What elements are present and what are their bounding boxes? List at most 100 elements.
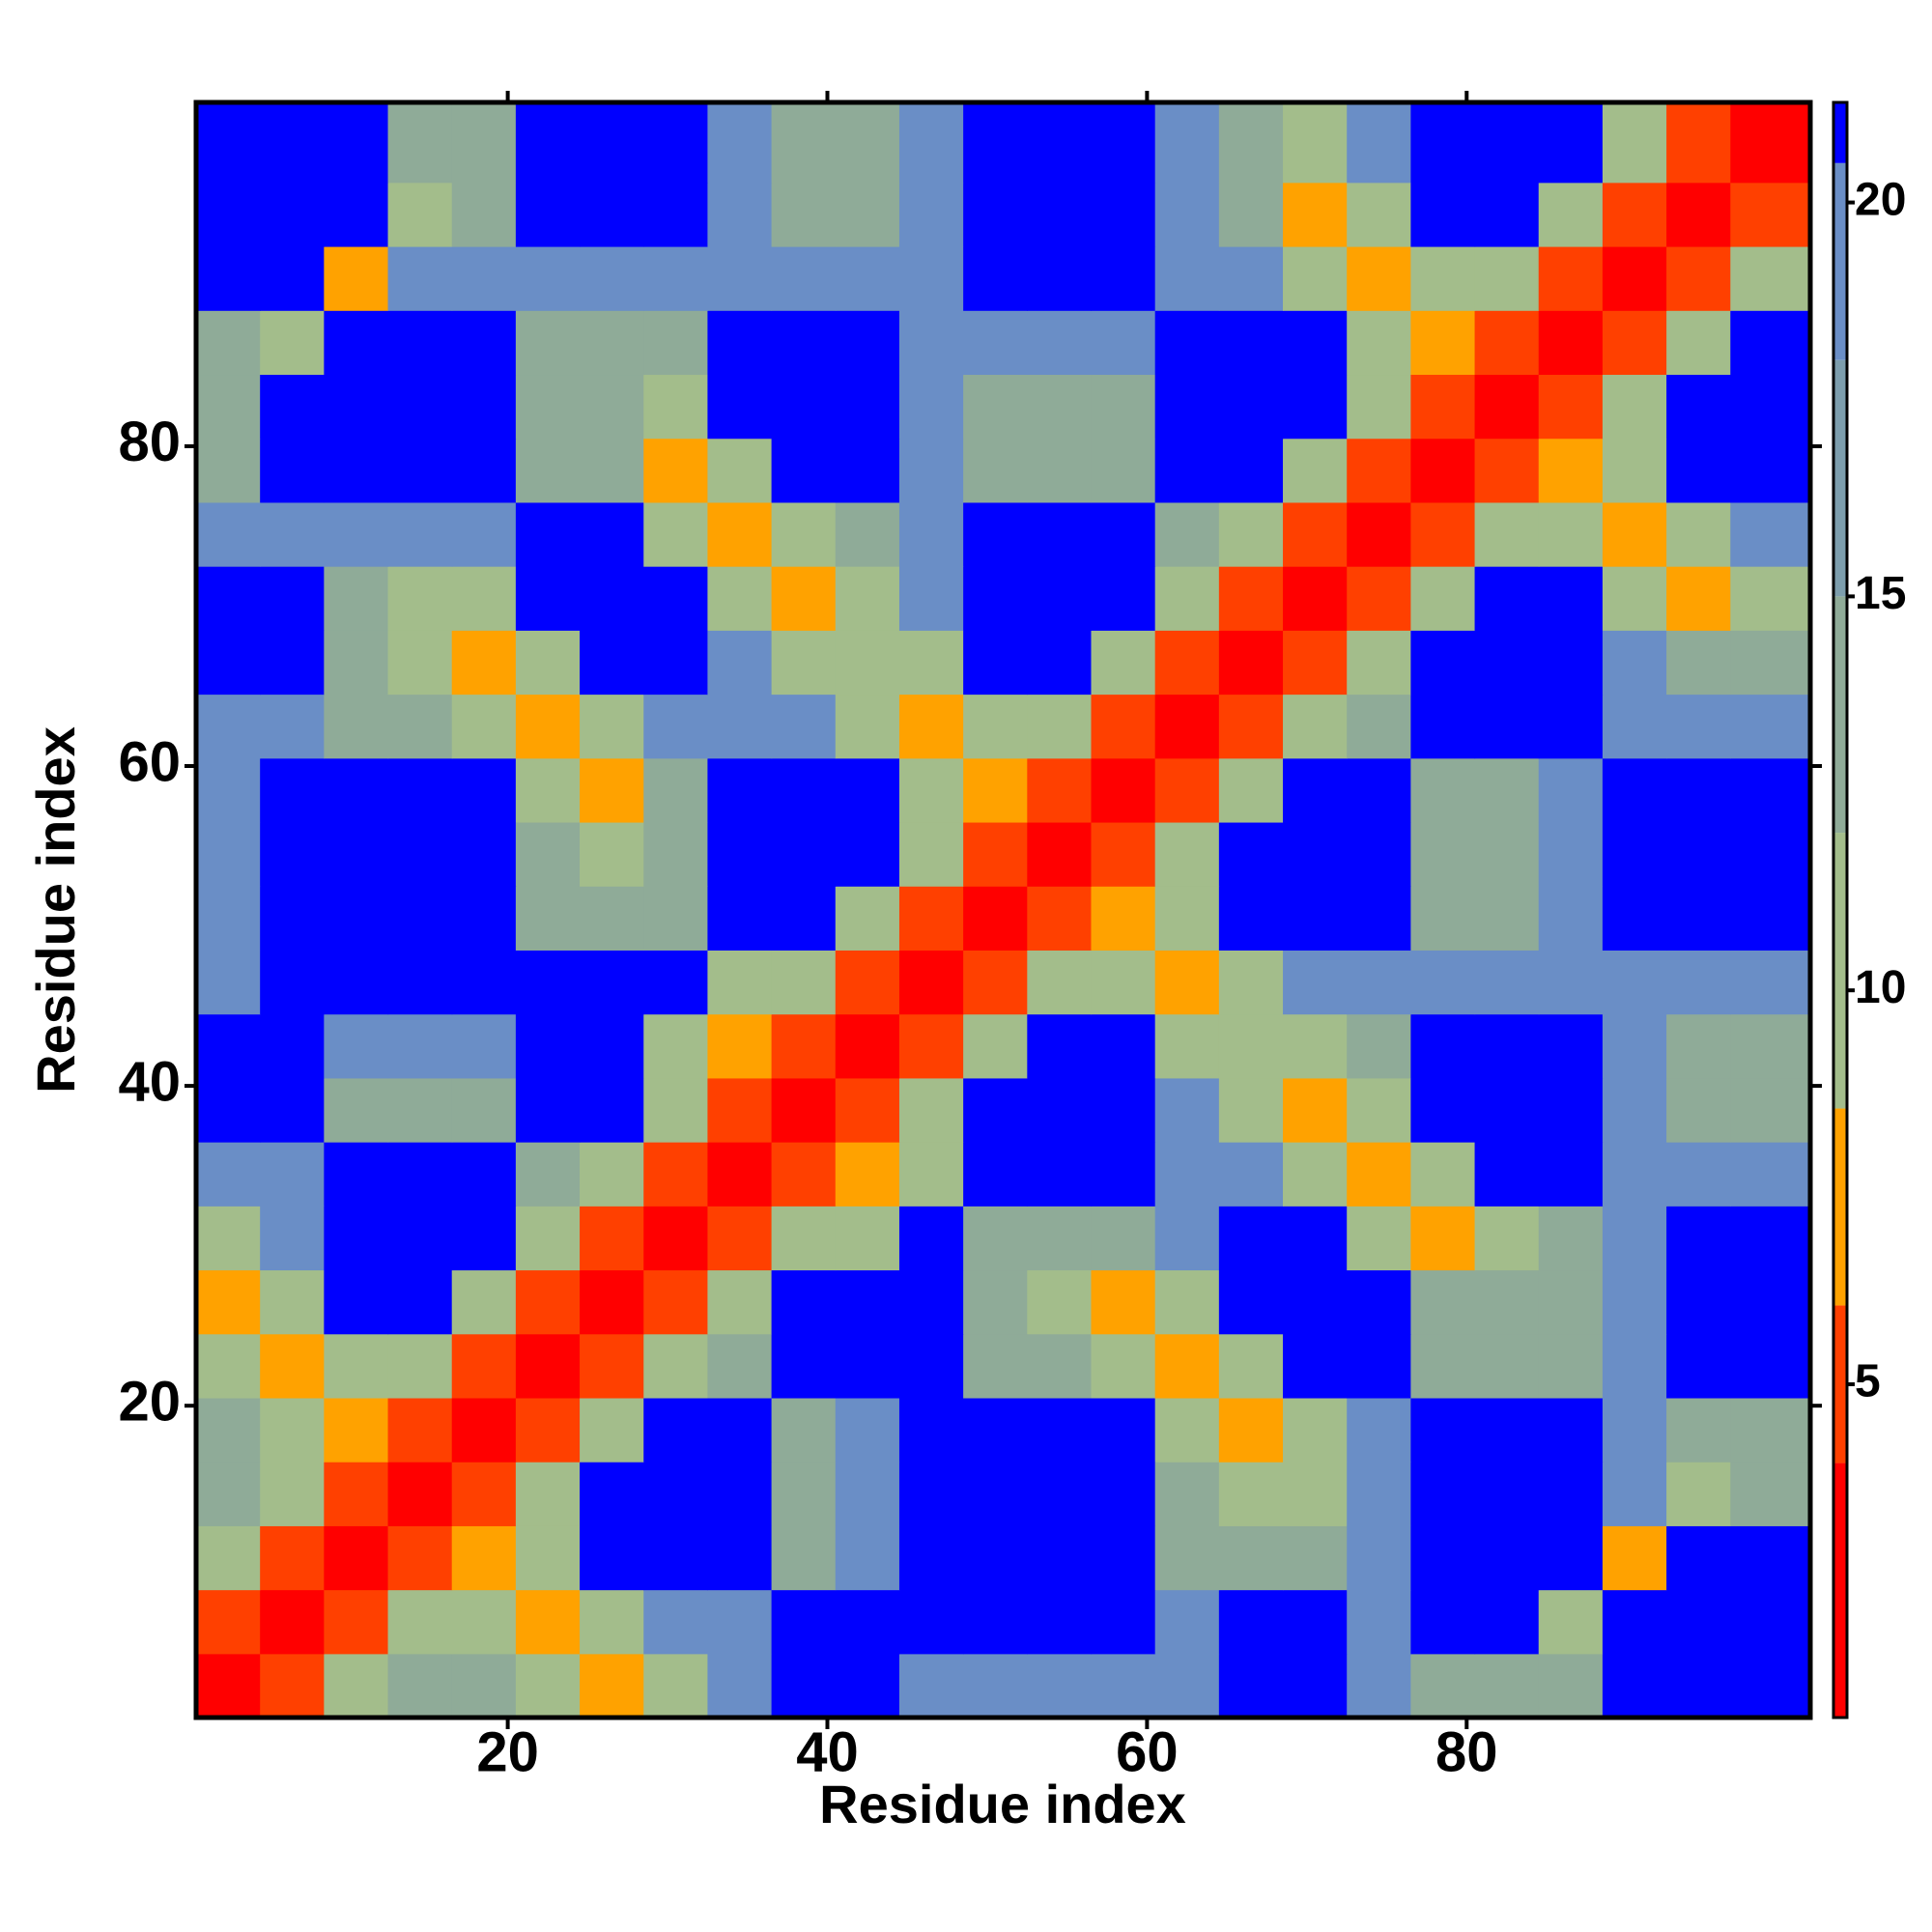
- heatmap-cell: [1218, 886, 1284, 951]
- heatmap-cell: [643, 438, 709, 503]
- heatmap-cell: [835, 1077, 900, 1143]
- heatmap-cell: [707, 438, 773, 503]
- heatmap-cell: [835, 245, 900, 311]
- heatmap-cell: [643, 694, 709, 759]
- heatmap-cell: [1283, 1525, 1348, 1591]
- heatmap-cell: [1347, 630, 1411, 696]
- heatmap-cell: [1347, 501, 1411, 567]
- heatmap-cell: [771, 1397, 837, 1463]
- heatmap-cell: [451, 182, 517, 247]
- heatmap-cell: [580, 1397, 644, 1463]
- heatmap-cell: [1154, 886, 1220, 951]
- heatmap-cell: [963, 821, 1028, 887]
- y-tick-label: 60: [118, 730, 181, 793]
- heatmap-cell: [1091, 1333, 1156, 1399]
- heatmap-cell: [1027, 102, 1093, 184]
- heatmap-cell: [835, 694, 900, 759]
- heatmap-cell: [1538, 1653, 1604, 1719]
- heatmap-cell: [580, 438, 644, 503]
- heatmap-cell: [260, 374, 325, 440]
- heatmap-cell: [1283, 1462, 1348, 1526]
- heatmap-cell: [643, 821, 709, 887]
- heatmap-cell: [707, 886, 773, 951]
- heatmap-cell: [1474, 102, 1540, 184]
- y-axis-label: Residue index: [25, 726, 86, 1094]
- heatmap-cell: [1218, 1142, 1284, 1207]
- heatmap-cell: [260, 1333, 325, 1399]
- heatmap-cell: [324, 1142, 389, 1207]
- heatmap-cell: [1666, 821, 1731, 887]
- heatmap-cell: [835, 1653, 900, 1719]
- heatmap-cell: [1218, 1589, 1284, 1655]
- heatmap-cell: [643, 950, 709, 1015]
- heatmap-cell: [515, 438, 581, 503]
- heatmap-cell: [898, 374, 964, 440]
- heatmap-cell: [1347, 821, 1411, 887]
- heatmap-cell: [963, 1013, 1028, 1079]
- heatmap-cell: [1538, 438, 1604, 503]
- heatmap-cell: [643, 886, 709, 951]
- heatmap-cell: [196, 182, 261, 247]
- heatmap-cell: [1538, 694, 1604, 759]
- heatmap-cell: [451, 438, 517, 503]
- heatmap-cell: [1410, 821, 1476, 887]
- heatmap-cell: [771, 1077, 837, 1143]
- heatmap-cell: [196, 1269, 261, 1335]
- heatmap-cell: [260, 1462, 325, 1526]
- heatmap-cell: [963, 1462, 1028, 1526]
- heatmap-cell: [1538, 821, 1604, 887]
- colorbar-tick-label: 5: [1855, 1356, 1881, 1407]
- heatmap-cell: [387, 886, 453, 951]
- heatmap-cell: [324, 1333, 389, 1399]
- heatmap-cell: [1218, 950, 1284, 1015]
- heatmap-cell: [260, 821, 325, 887]
- heatmap-cell: [1410, 1525, 1476, 1591]
- heatmap-cell: [1027, 1589, 1093, 1655]
- heatmap-cell: [1091, 245, 1156, 311]
- heatmap-cell: [1410, 694, 1476, 759]
- heatmap-cell: [835, 1142, 900, 1207]
- heatmap-cell: [1410, 1142, 1476, 1207]
- heatmap-cell: [1091, 1653, 1156, 1719]
- heatmap-cell: [707, 1525, 773, 1591]
- colorbar-tick-label: 15: [1855, 568, 1906, 619]
- heatmap-cell: [580, 1525, 644, 1591]
- heatmap-cell: [643, 310, 709, 376]
- heatmap-cell: [963, 374, 1028, 440]
- heatmap-cell: [580, 886, 644, 951]
- heatmap-cell: [1602, 566, 1667, 631]
- heatmap-cell: [1154, 1525, 1220, 1591]
- heatmap-cell: [515, 566, 581, 631]
- heatmap-cell: [1027, 438, 1093, 503]
- heatmap-cell: [1283, 1077, 1348, 1143]
- heatmap-cell: [1666, 1077, 1731, 1143]
- heatmap-cell: [707, 757, 773, 823]
- heatmap-cell: [963, 102, 1028, 184]
- heatmap-cell: [260, 501, 325, 567]
- heatmap-cell: [1154, 1269, 1220, 1335]
- heatmap-cell: [771, 821, 837, 887]
- heatmap-cell: [1283, 757, 1348, 823]
- heatmap-cell: [196, 694, 261, 759]
- heatmap-cell: [771, 182, 837, 247]
- heatmap-cell: [771, 757, 837, 823]
- heatmap-cell: [835, 1013, 900, 1079]
- heatmap-cell: [963, 182, 1028, 247]
- heatmap-cell: [1154, 1013, 1220, 1079]
- heatmap-cell: [835, 374, 900, 440]
- heatmap-cell: [1538, 757, 1604, 823]
- heatmap-cell: [1027, 1013, 1093, 1079]
- heatmap-cell: [260, 1397, 325, 1463]
- heatmap-cell: [1602, 1589, 1667, 1655]
- heatmap-cell: [1091, 1397, 1156, 1463]
- heatmap-cell: [1474, 1525, 1540, 1591]
- heatmap-cell: [1218, 1525, 1284, 1591]
- heatmap-cell: [1027, 950, 1093, 1015]
- heatmap-cell: [1091, 757, 1156, 823]
- heatmap-cell: [1347, 182, 1411, 247]
- heatmap-cell: [1091, 566, 1156, 631]
- heatmap-cell: [1730, 566, 1811, 631]
- heatmap-cell: [1154, 102, 1220, 184]
- heatmap-cell: [387, 1653, 453, 1719]
- heatmap-cell: [643, 1653, 709, 1719]
